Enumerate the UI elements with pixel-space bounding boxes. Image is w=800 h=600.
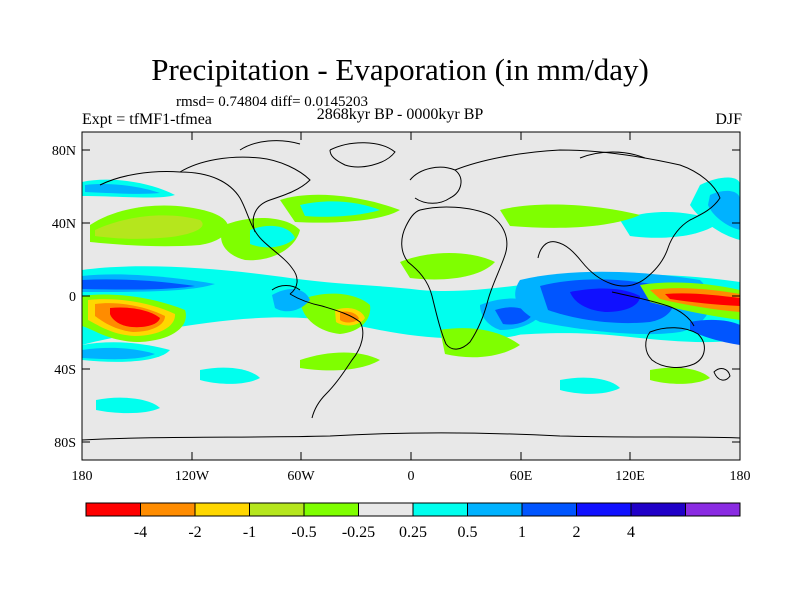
lon-label: 180 <box>730 469 751 484</box>
lon-label: 120W <box>175 469 210 484</box>
colorbar-swatch <box>85 502 141 517</box>
colorbar-swatch <box>630 502 686 517</box>
lon-label: 180 <box>72 469 93 484</box>
colorbar-label: -2 <box>188 524 201 541</box>
lon-label: 0 <box>408 469 415 484</box>
lat-label: 0 <box>69 290 76 305</box>
lon-label: 60E <box>510 469 533 484</box>
colorbar-swatch <box>194 502 250 517</box>
stats-label: rmsd= 0.74804 diff= 0.0145203 <box>176 94 369 110</box>
colorbar-swatch <box>685 502 741 517</box>
experiment-label: Expt = tfMF1-tfmea <box>82 111 212 128</box>
colorbar-label: 4 <box>627 524 635 541</box>
lat-label: 80S <box>54 436 76 451</box>
lon-label: 120E <box>615 469 645 484</box>
field-contours <box>82 177 740 414</box>
colorbar-label: -0.5 <box>291 524 316 541</box>
colorbar-swatch <box>303 502 359 517</box>
colorbar-label: 1 <box>518 524 526 541</box>
colorbar-swatch <box>521 502 577 517</box>
colorbar-labels: -4 -2 -1 -0.5 -0.25 0.25 0.5 1 2 4 <box>134 524 635 541</box>
period-label: 2868kyr BP - 0000kyr BP <box>316 106 484 123</box>
colorbar-label: -1 <box>243 524 256 541</box>
colorbar-label: 0.25 <box>399 524 427 541</box>
colorbar-swatch <box>140 502 196 517</box>
coastlines <box>82 140 740 441</box>
lat-label: 80N <box>52 144 76 159</box>
colorbar-swatch <box>358 502 414 517</box>
lon-label: 60W <box>287 469 315 484</box>
colorbar-swatch <box>412 502 468 517</box>
lat-label: 40S <box>54 363 76 378</box>
colorbar-label: -4 <box>134 524 147 541</box>
colorbar <box>85 502 741 517</box>
colorbar-label: 0.5 <box>458 524 478 541</box>
colorbar-swatch <box>467 502 523 517</box>
colorbar-swatch <box>249 502 305 517</box>
lat-label: 40N <box>52 217 76 232</box>
colorbar-label: -0.25 <box>342 524 375 541</box>
colorbar-swatch <box>576 502 632 517</box>
season-label: DJF <box>715 111 742 128</box>
lon-ticks <box>81 132 741 460</box>
lat-ticks <box>82 149 740 443</box>
colorbar-label: 2 <box>573 524 581 541</box>
map-title: Precipitation - Evaporation (in mm/day) <box>151 52 649 87</box>
